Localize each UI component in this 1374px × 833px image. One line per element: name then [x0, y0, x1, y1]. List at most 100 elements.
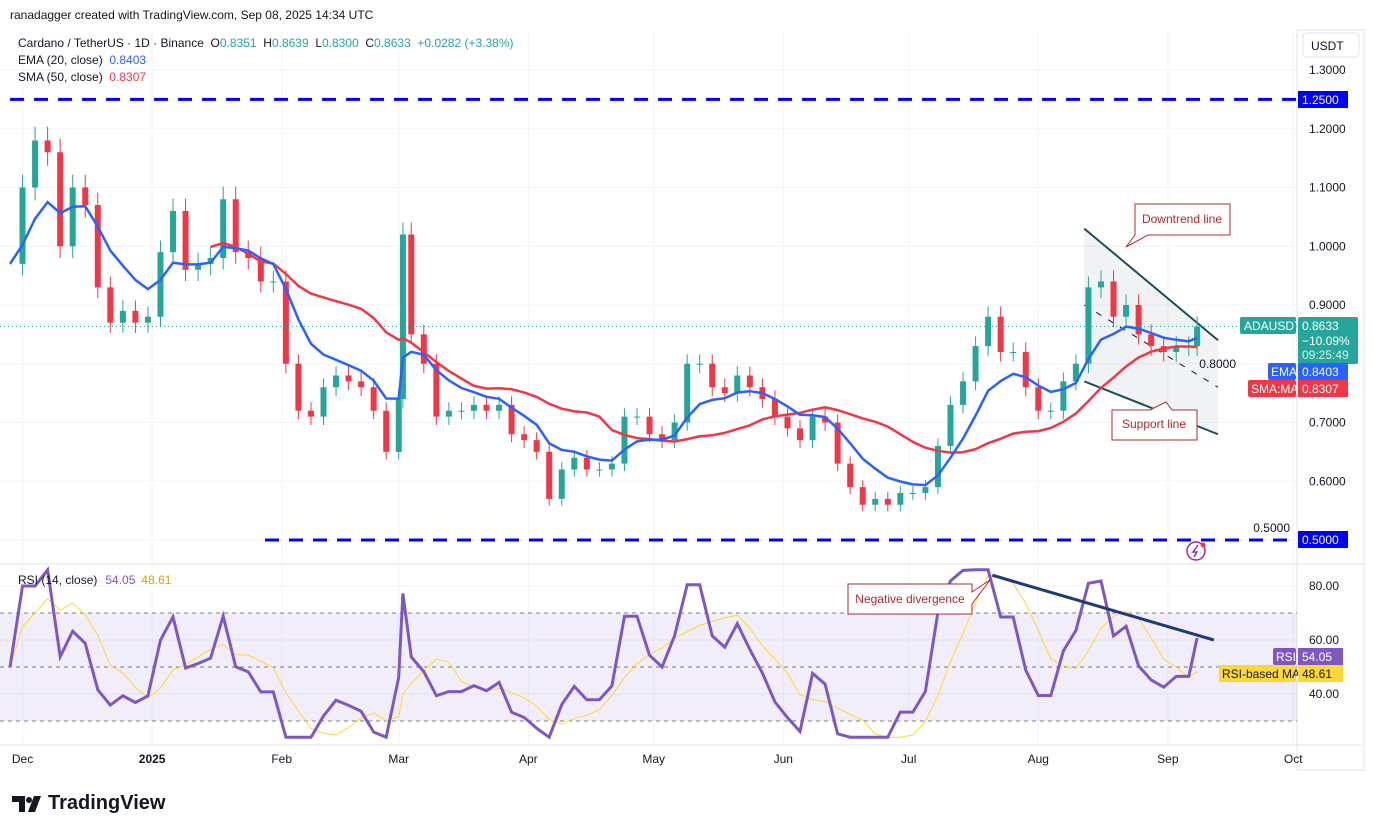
candle-body — [220, 199, 227, 258]
horizontal-levels[interactable] — [10, 97, 1297, 542]
candle-body — [144, 316, 151, 323]
axes: 1.3000 1.2000 1.1000 1.0000 0.9000 0.8000 0.70… — [12, 63, 1346, 766]
last-price: 0.8633 — [1302, 319, 1339, 333]
rsi-tick-label: 80.00 — [1309, 579, 1339, 593]
divergence-annotation[interactable]: Negative divergence — [847, 579, 991, 615]
rsi-legend[interactable]: RSI (14, close) 54.05 48.61 — [18, 573, 172, 587]
candle-body — [420, 334, 427, 364]
candle-body — [445, 410, 452, 417]
sma-label: SMA (50, close) — [18, 70, 103, 84]
sma-legend[interactable]: SMA (50, close) 0.8307 — [18, 69, 514, 86]
downtrend-label: Downtrend line — [1142, 212, 1222, 226]
candle-body — [370, 387, 377, 411]
time-tick-label: Mar — [388, 752, 409, 766]
candle-body — [119, 310, 126, 323]
candle-body — [571, 457, 578, 470]
symbol-tag-label: ADAUSDT — [1244, 319, 1302, 333]
currency-button[interactable]: USDT — [1302, 32, 1360, 58]
candle-body — [257, 258, 264, 282]
level-high-tag: 1.2500 — [1298, 91, 1348, 108]
candle-body — [433, 363, 440, 417]
symbol-row[interactable]: Cardano / TetherUS · 1D · Binance O0.835… — [18, 35, 514, 52]
ema-tag-value: 0.8403 — [1302, 365, 1339, 379]
low-label: L — [315, 36, 322, 50]
candle-body — [960, 381, 967, 405]
candle-body — [997, 316, 1004, 352]
candle-body — [985, 316, 992, 347]
ema-label: EMA (20, close) — [18, 53, 103, 67]
price-tick-label: 0.5000 — [1253, 521, 1290, 535]
candle-body — [684, 363, 691, 423]
candle-body — [320, 387, 327, 417]
candle-body — [458, 410, 465, 412]
chart-legend: Cardano / TetherUS · 1D · Binance O0.835… — [18, 35, 514, 86]
candle-body — [1148, 334, 1155, 347]
candle-body — [383, 410, 390, 452]
candle-body — [295, 363, 302, 411]
candle-body — [345, 375, 352, 382]
candle-body — [621, 416, 628, 464]
rsi-line — [8, 566, 1199, 740]
candle-body — [358, 381, 365, 388]
time-tick-label: Dec — [12, 752, 33, 766]
time-tick-label: Apr — [519, 752, 538, 766]
rsi-label: RSI (14, close) — [18, 573, 97, 587]
candle-body — [634, 416, 640, 418]
candle-body — [508, 404, 515, 435]
candle-body — [170, 211, 177, 253]
candle-body — [909, 493, 916, 494]
rsi-trendline[interactable] — [991, 573, 1215, 642]
sma-value: 0.8307 — [109, 70, 147, 84]
candle-body — [859, 487, 866, 505]
rsi-ma-value: 48.61 — [141, 573, 171, 587]
candle-body — [934, 446, 941, 488]
channel-midline — [1083, 304, 1219, 388]
tradingview-logo[interactable]: TradingView — [12, 792, 165, 815]
change-value: +0.0282 (+3.38%) — [417, 36, 514, 50]
price-axis-frame — [1296, 29, 1365, 771]
rsi-tick-label: 40.00 — [1309, 687, 1339, 701]
time-tick-label: Jul — [901, 752, 916, 766]
candle-body — [94, 205, 101, 288]
downtrend-line — [1083, 227, 1219, 342]
candle-body — [521, 434, 528, 441]
candle-body — [922, 487, 929, 493]
candle-body — [646, 416, 653, 435]
candle-body — [671, 422, 678, 441]
ema-tag: EMA 0.8403 — [1268, 363, 1348, 380]
ema-line — [8, 200, 1198, 487]
grid — [0, 30, 1297, 745]
time-tick-label: 2025 — [139, 752, 166, 766]
candle-body — [195, 263, 202, 270]
candle-body — [182, 211, 189, 270]
candle-body — [746, 375, 753, 388]
price-tick-label: 1.3000 — [1309, 63, 1346, 77]
level-low-value: 0.5000 — [1302, 533, 1339, 547]
candle-body — [44, 140, 51, 153]
ema-value: 0.8403 — [109, 53, 147, 67]
price-tick-label: 0.8000 — [1199, 357, 1236, 371]
tradingview-logo-icon — [12, 795, 41, 812]
candle-body — [834, 422, 841, 464]
price-tick-label: 0.7000 — [1309, 416, 1346, 430]
time-tick-label: May — [642, 752, 665, 766]
candle-body — [270, 281, 277, 283]
price-tick-label: 0.6000 — [1309, 474, 1346, 488]
time-tick-label: Oct — [1284, 752, 1303, 766]
downtrend-annotation[interactable]: Downtrend line — [1125, 203, 1231, 248]
rsi-tick-label: 60.00 — [1309, 633, 1339, 647]
candle-body — [546, 451, 553, 499]
ema-legend[interactable]: EMA (20, close) 0.8403 — [18, 52, 514, 69]
alert-icon[interactable] — [1186, 541, 1206, 561]
open-value: 0.8351 — [219, 36, 257, 50]
low-value: 0.8300 — [322, 36, 359, 50]
rsi-ma-tag: RSI-based MA 48.61 — [1219, 665, 1343, 682]
support-annotation[interactable]: Support line — [1111, 401, 1198, 441]
bar-countdown: 09:25:49 — [1302, 348, 1349, 362]
candle-body — [282, 281, 289, 364]
symbol-title[interactable]: Cardano / TetherUS · 1D · Binance — [18, 36, 204, 50]
candle-body — [822, 416, 829, 423]
rsi-value: 54.05 — [105, 573, 135, 587]
candle-body — [558, 469, 565, 499]
